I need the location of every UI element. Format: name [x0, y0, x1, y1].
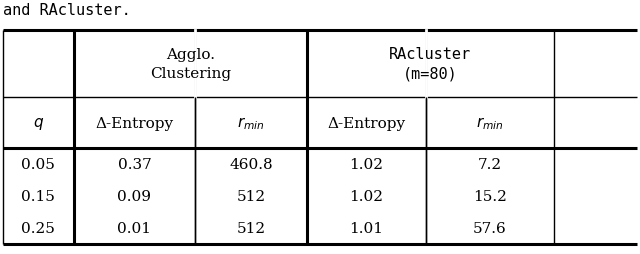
Text: 460.8: 460.8: [229, 157, 273, 171]
Text: and RAcluster.: and RAcluster.: [3, 3, 131, 18]
Text: 1.01: 1.01: [349, 221, 383, 235]
Text: 0.25: 0.25: [22, 221, 55, 235]
Text: 7.2: 7.2: [477, 157, 502, 171]
Text: 15.2: 15.2: [473, 189, 506, 203]
Text: 0.05: 0.05: [22, 157, 55, 171]
Text: $q$: $q$: [33, 115, 44, 131]
Text: Δ-Entropy: Δ-Entropy: [95, 116, 173, 130]
Text: 57.6: 57.6: [473, 221, 506, 235]
Text: 0.15: 0.15: [22, 189, 55, 203]
Text: $r_{min}$: $r_{min}$: [476, 115, 504, 132]
Text: 0.09: 0.09: [117, 189, 152, 203]
Text: Δ-Entropy: Δ-Entropy: [327, 116, 406, 130]
Text: 512: 512: [237, 189, 266, 203]
Text: RAcluster
(m=80): RAcluster (m=80): [389, 47, 472, 82]
Text: 512: 512: [237, 221, 266, 235]
Text: Agglo.
Clustering: Agglo. Clustering: [150, 48, 231, 80]
Text: 1.02: 1.02: [349, 157, 383, 171]
Text: 1.02: 1.02: [349, 189, 383, 203]
Text: $r_{min}$: $r_{min}$: [237, 115, 265, 132]
Text: 0.01: 0.01: [117, 221, 152, 235]
Text: 0.37: 0.37: [118, 157, 151, 171]
